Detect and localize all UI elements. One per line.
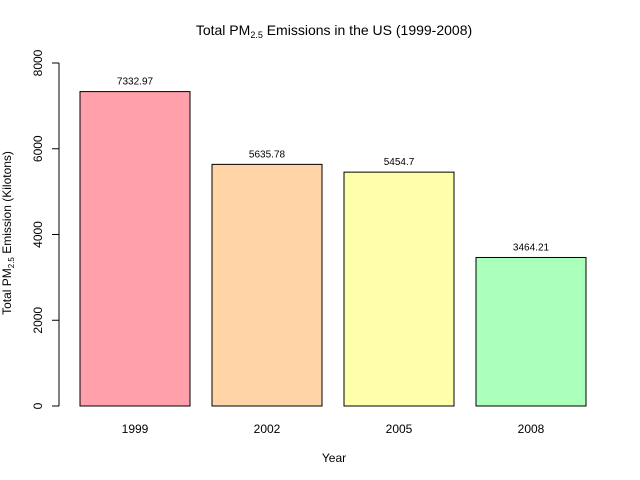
x-tick-label: 2008	[518, 422, 545, 436]
y-axis-label: Total PM2.5 Emission (Kilotons)	[0, 151, 16, 315]
y-tick-label: 6000	[31, 135, 45, 162]
bar-2008	[475, 256, 587, 407]
y-tick-label: 2000	[31, 307, 45, 334]
bar-1999	[79, 91, 191, 407]
x-tick-label: 2002	[254, 422, 281, 436]
chart-title: Total PM2.5 Emissions in the US (1999-20…	[196, 22, 472, 40]
bar-2002	[211, 163, 323, 407]
y-axis: 0 2000 4000 6000 8000	[31, 49, 60, 409]
x-tick-label: 1999	[122, 422, 149, 436]
y-tick-label: 8000	[31, 49, 45, 76]
data-label-1999: 7332.97	[117, 77, 154, 88]
x-tick-label: 2005	[386, 422, 413, 436]
data-label-2002: 5635.78	[249, 149, 286, 160]
data-label-2008: 3464.21	[513, 242, 550, 253]
x-axis-label: Year	[322, 451, 346, 465]
data-label-2005: 5454.7	[384, 157, 415, 168]
bar-2005	[343, 171, 455, 407]
y-tick-label: 0	[31, 402, 45, 409]
bars-group: 7332.97 1999 5635.78 2002 5454.7 2005 3464.21 2…	[79, 77, 587, 436]
y-tick-label: 4000	[31, 221, 45, 248]
